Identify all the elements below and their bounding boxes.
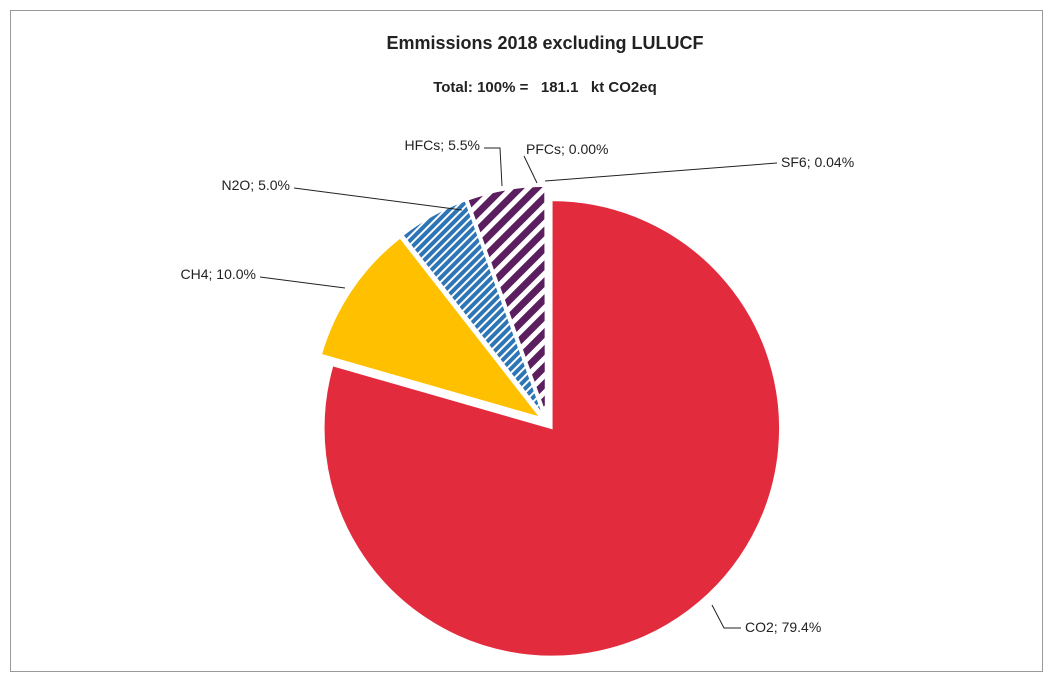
leader-line (259, 276, 346, 289)
data-label: HFCs; 5.5% (405, 137, 480, 153)
pie-slice (323, 199, 781, 658)
value-label: 5.0% (258, 177, 290, 193)
category-label: CH4 (181, 266, 209, 282)
value-label: 5.5% (448, 137, 480, 153)
value-label: 79.4% (782, 619, 822, 635)
label-separator: ; (440, 137, 448, 153)
pie-slice (401, 199, 544, 416)
category-label: N2O (222, 177, 251, 193)
label-separator: ; (561, 141, 569, 157)
category-label: PFCs (526, 141, 561, 157)
data-label: PFCs; 0.00% (526, 141, 608, 157)
pie-slice (320, 236, 543, 419)
pie-slice (466, 185, 547, 415)
value-label: 10.0% (216, 266, 256, 282)
value-label: 0.00% (569, 141, 609, 157)
value-label: 0.04% (814, 154, 854, 170)
category-label: HFCs (405, 137, 441, 153)
data-label: CH4; 10.0% (181, 266, 257, 282)
label-separator: ; (774, 619, 782, 635)
category-label: CO2 (745, 619, 774, 635)
label-separator: ; (807, 154, 815, 170)
chart-title: Emmissions 2018 excluding LULUCF (386, 33, 703, 53)
category-label: SF6 (781, 154, 807, 170)
label-separator: ; (250, 177, 258, 193)
leader-line (544, 162, 778, 182)
pie-slice (545, 185, 548, 415)
data-label: CO2; 79.4% (745, 619, 821, 635)
chart-subtitle: Total: 100% = 181.1 kt CO2eq (433, 79, 657, 96)
leader-line (484, 147, 503, 187)
data-label: SF6; 0.04% (781, 154, 854, 170)
data-label: N2O; 5.0% (222, 177, 291, 193)
label-separator: ; (209, 266, 217, 282)
leader-line (711, 604, 741, 629)
leader-line (523, 155, 538, 184)
leader-line (293, 187, 463, 211)
